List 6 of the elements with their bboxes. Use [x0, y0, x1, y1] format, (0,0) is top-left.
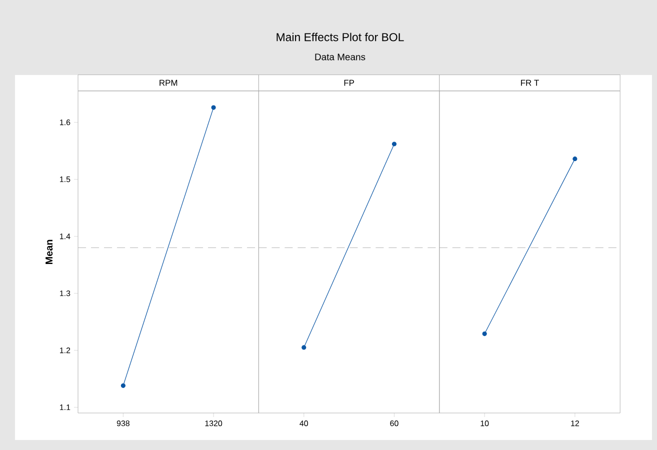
y-axis-title: Mean: [46, 240, 53, 264]
chart-subtitle: Data Means: [315, 54, 366, 60]
x-axis-title: RPM: [160, 80, 178, 86]
x-axis-title: FP: [344, 80, 354, 86]
chart-title: Main Effects Plot for BOL: [276, 32, 404, 42]
x-axis-title: FR T: [521, 80, 539, 86]
